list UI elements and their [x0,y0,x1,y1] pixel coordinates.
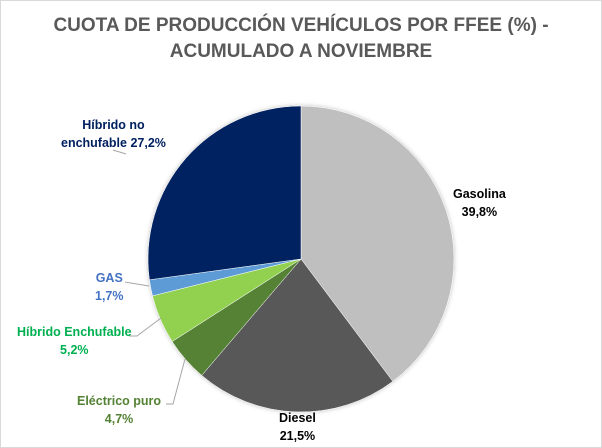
label-hybrid-no-plug: Híbrido no enchufable 27,2% [61,116,166,152]
pie-slice-diesel [201,258,394,413]
label-electric: Eléctrico puro 4,7% [77,392,161,428]
label-gas: GAS 1,7% [95,269,124,305]
label-diesel: Diesel 21,5% [279,409,316,445]
chart-title-line2: ACUMULADO A NOVIEMBRE [169,41,433,62]
pie-slice-gasolina [300,105,455,382]
label-gas-value: 1,7% [95,289,124,303]
label-electric-name: Eléctrico puro [77,394,162,408]
leader-line-electric [166,358,186,405]
label-diesel-value: 21,5% [279,429,316,443]
label-gasolina-value: 39,8% [461,205,498,219]
label-gasolina: Gasolina 39,8% [453,185,506,221]
leader-line-plug-hybrid [129,317,162,337]
chart-title-line1: CUOTA DE PRODUCCIÓN VEHÍCULOS POR FFEE (… [53,15,549,36]
label-hybrid-no-plug-line1: Híbrido no [82,118,145,132]
label-gasolina-name: Gasolina [453,187,506,201]
leader-line-gas [124,281,150,287]
leader-line-hybrid-no-plug [112,149,127,155]
label-plug-hybrid: Híbrido Enchufable 5,2% [17,323,132,359]
label-hybrid-no-plug-line2: enchufable 27,2% [61,136,166,150]
label-diesel-name: Diesel [279,411,316,425]
label-plug-hybrid-value: 5,2% [60,343,89,357]
pie-slice-hibrido-no-enchufable [147,105,302,281]
label-plug-hybrid-name: Híbrido Enchufable [17,325,132,339]
label-electric-value: 4,7% [104,412,134,426]
label-gas-name: GAS [95,271,123,285]
